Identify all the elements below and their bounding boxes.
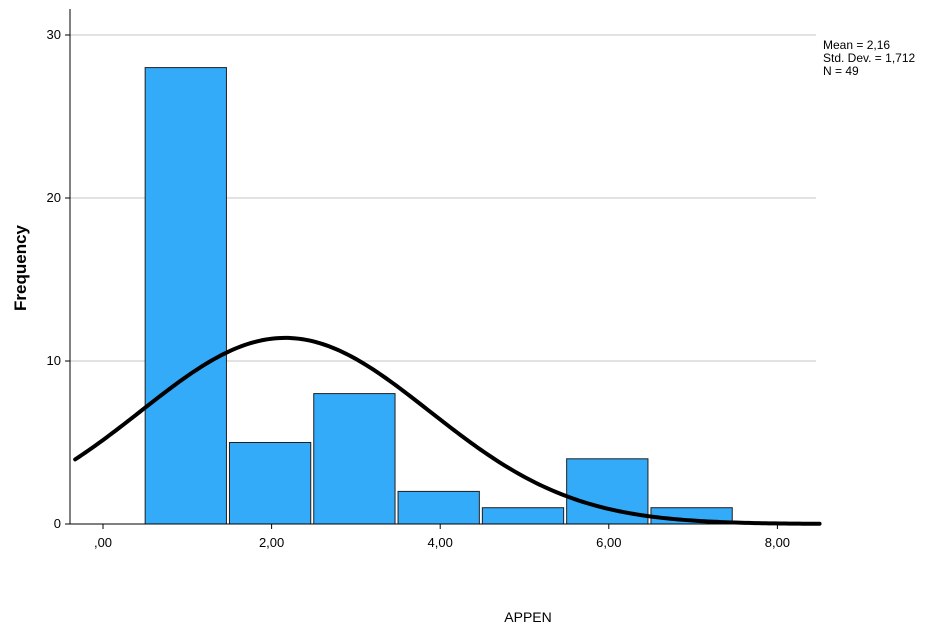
- y-tick-label: 0: [54, 516, 61, 531]
- y-axis-title: Frequency: [11, 224, 30, 311]
- stats-std-dev: Std. Dev. = 1,712: [823, 51, 915, 65]
- x-axis-title: APPEN: [504, 609, 551, 625]
- histogram-bar: [313, 393, 396, 525]
- x-tick-label: 6,00: [596, 535, 621, 550]
- stats-n: N = 49: [823, 64, 859, 78]
- y-tick-label: 10: [47, 353, 61, 368]
- stats-legend: Mean = 2,16 Std. Dev. = 1,712 N = 49: [823, 38, 915, 78]
- x-tick-label: ,00: [94, 535, 112, 550]
- histogram-bars: [144, 67, 733, 525]
- histogram-bar: [228, 442, 312, 525]
- histogram-bar: [481, 507, 565, 525]
- y-tick-label: 20: [47, 190, 61, 205]
- x-tick-label: 2,00: [259, 535, 284, 550]
- histogram-bar: [397, 490, 480, 525]
- x-tick-label: 8,00: [765, 535, 790, 550]
- stats-mean: Mean = 2,16: [823, 38, 890, 52]
- histogram-bar: [144, 67, 227, 525]
- x-tick-label: 4,00: [428, 535, 453, 550]
- axes: 0 10 20 30 ,00 2,00 4,00 6,00 8,00: [47, 9, 816, 550]
- normal-curve-layer: [73, 335, 822, 526]
- y-tick-label: 30: [47, 27, 61, 42]
- normal-curve: [73, 335, 822, 526]
